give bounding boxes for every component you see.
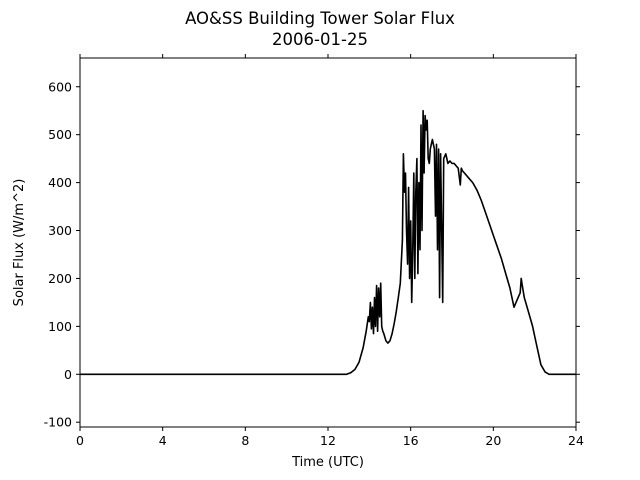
plot-frame [79,57,577,428]
x-tick-label: 0 [76,433,84,448]
x-tick-label: 8 [241,433,249,448]
y-axis-label: Solar Flux (W/m^2) [12,179,27,307]
y-tick-label: 100 [48,319,72,334]
y-tick-label: 600 [48,79,72,94]
y-tick-label: -100 [44,415,72,430]
x-tick-label: 20 [485,433,501,448]
y-tick-label: 400 [48,175,72,190]
y-tick-label: 300 [48,223,72,238]
chart-title: AO&SS Building Tower Solar Flux [185,9,455,28]
chart-subtitle: 2006-01-25 [272,30,368,49]
axis-ticks: 0 4 8 12 16 20 24 -100 0 100 200 300 400 500 600 [44,54,584,448]
y-tick-label: 0 [64,367,72,382]
x-tick-label: 16 [403,433,419,448]
x-tick-label: 24 [568,433,584,448]
x-axis-label: Time (UTC) [291,455,364,470]
y-tick-label: 200 [48,271,72,286]
solar-flux-line [80,109,576,376]
x-tick-label: 12 [320,433,336,448]
x-tick-label: 4 [159,433,167,448]
y-tick-label: 500 [48,127,72,142]
plot-area [80,109,576,376]
